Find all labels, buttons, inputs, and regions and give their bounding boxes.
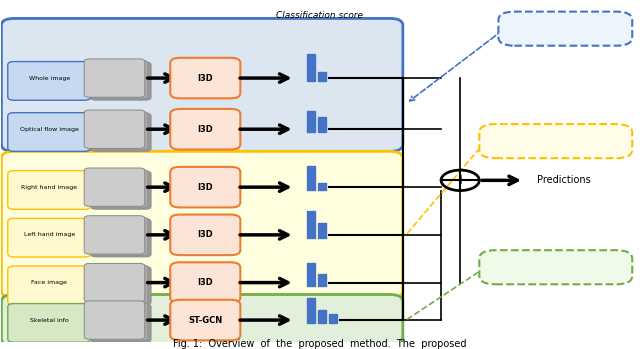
Text: I3D: I3D — [197, 278, 213, 287]
FancyBboxPatch shape — [8, 61, 91, 100]
FancyBboxPatch shape — [479, 250, 632, 284]
Text: Whole image: Whole image — [29, 76, 70, 81]
Bar — [318, 223, 326, 238]
Text: I3D: I3D — [197, 125, 213, 134]
FancyBboxPatch shape — [91, 266, 151, 305]
FancyBboxPatch shape — [8, 113, 91, 151]
FancyBboxPatch shape — [170, 58, 241, 98]
Bar — [318, 183, 326, 190]
FancyBboxPatch shape — [88, 303, 148, 341]
Text: Fig. 1:  Overview  of  the  proposed  method.  The  proposed: Fig. 1: Overview of the proposed method.… — [173, 339, 467, 349]
FancyBboxPatch shape — [91, 219, 151, 257]
Text: I3D: I3D — [197, 183, 213, 192]
Bar — [329, 314, 337, 323]
FancyBboxPatch shape — [1, 18, 403, 151]
Text: Local image stream: Local image stream — [511, 137, 600, 146]
Bar — [307, 166, 315, 190]
FancyBboxPatch shape — [170, 215, 241, 255]
FancyBboxPatch shape — [8, 266, 91, 305]
FancyBboxPatch shape — [88, 265, 148, 303]
Text: Skeletal info: Skeletal info — [30, 318, 68, 322]
Text: Right hand image: Right hand image — [21, 185, 77, 190]
FancyBboxPatch shape — [84, 216, 145, 254]
Bar — [307, 211, 315, 238]
FancyBboxPatch shape — [170, 109, 241, 149]
FancyBboxPatch shape — [170, 167, 241, 207]
Text: Base stream: Base stream — [537, 24, 593, 33]
FancyBboxPatch shape — [91, 62, 151, 100]
FancyBboxPatch shape — [91, 171, 151, 209]
Bar — [307, 298, 315, 323]
FancyBboxPatch shape — [479, 124, 632, 158]
Text: Predictions: Predictions — [537, 175, 591, 185]
FancyBboxPatch shape — [1, 151, 403, 298]
FancyBboxPatch shape — [88, 60, 148, 99]
Bar — [307, 111, 315, 132]
FancyBboxPatch shape — [91, 304, 151, 342]
FancyBboxPatch shape — [84, 110, 145, 148]
Text: Classification score: Classification score — [276, 10, 364, 20]
Bar — [318, 274, 326, 285]
FancyBboxPatch shape — [88, 112, 148, 150]
FancyBboxPatch shape — [8, 171, 91, 209]
FancyBboxPatch shape — [8, 218, 91, 257]
Text: Skeleton stream: Skeleton stream — [519, 263, 593, 272]
Text: Left hand image: Left hand image — [24, 232, 75, 237]
Text: I3D: I3D — [197, 230, 213, 239]
FancyBboxPatch shape — [170, 300, 241, 340]
FancyBboxPatch shape — [88, 170, 148, 208]
Text: ST-GCN: ST-GCN — [188, 315, 223, 325]
FancyBboxPatch shape — [91, 113, 151, 151]
FancyBboxPatch shape — [84, 59, 145, 97]
FancyBboxPatch shape — [8, 304, 91, 342]
Text: Face image: Face image — [31, 280, 67, 285]
FancyBboxPatch shape — [499, 12, 632, 46]
Bar — [318, 310, 326, 323]
Bar — [307, 263, 315, 285]
FancyBboxPatch shape — [84, 263, 145, 302]
Text: I3D: I3D — [197, 74, 213, 83]
FancyBboxPatch shape — [84, 168, 145, 206]
Bar — [318, 117, 326, 132]
Text: Optical flow image: Optical flow image — [20, 127, 79, 132]
FancyBboxPatch shape — [1, 295, 403, 346]
Text: +: + — [454, 173, 466, 187]
FancyBboxPatch shape — [84, 301, 145, 339]
FancyBboxPatch shape — [170, 262, 241, 303]
FancyBboxPatch shape — [88, 217, 148, 255]
Bar — [307, 54, 315, 81]
Bar — [318, 72, 326, 81]
